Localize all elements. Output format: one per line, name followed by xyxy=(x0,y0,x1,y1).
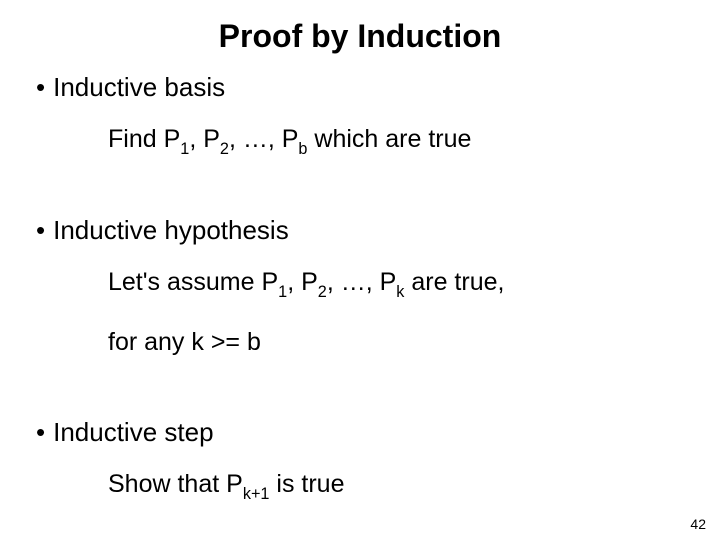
bullet-label: Inductive basis xyxy=(53,71,225,105)
bullet-dot-icon: • xyxy=(36,71,45,105)
slide: Proof by Induction •Inductive basisFind … xyxy=(0,0,720,540)
bullet-label: Inductive hypothesis xyxy=(53,214,289,248)
bullet-dot-icon: • xyxy=(36,214,45,248)
bullet-subline: Let's assume P1, P2, …, Pk are true, xyxy=(108,266,690,303)
bullet-list: •Inductive basisFind P1, P2, …, Pb which… xyxy=(30,71,690,505)
slide-title: Proof by Induction xyxy=(30,18,690,55)
page-number: 42 xyxy=(690,516,706,532)
bullet-subline: for any k >= b xyxy=(108,326,690,360)
bullet-subline: Find P1, P2, …, Pb which are true xyxy=(108,123,690,160)
bullet-item: •Inductive hypothesis xyxy=(36,214,690,248)
bullet-subline: Show that Pk+1 is true xyxy=(108,468,690,505)
bullet-dot-icon: • xyxy=(36,416,45,450)
bullet-item: •Inductive step xyxy=(36,416,690,450)
bullet-label: Inductive step xyxy=(53,416,213,450)
bullet-item: •Inductive basis xyxy=(36,71,690,105)
